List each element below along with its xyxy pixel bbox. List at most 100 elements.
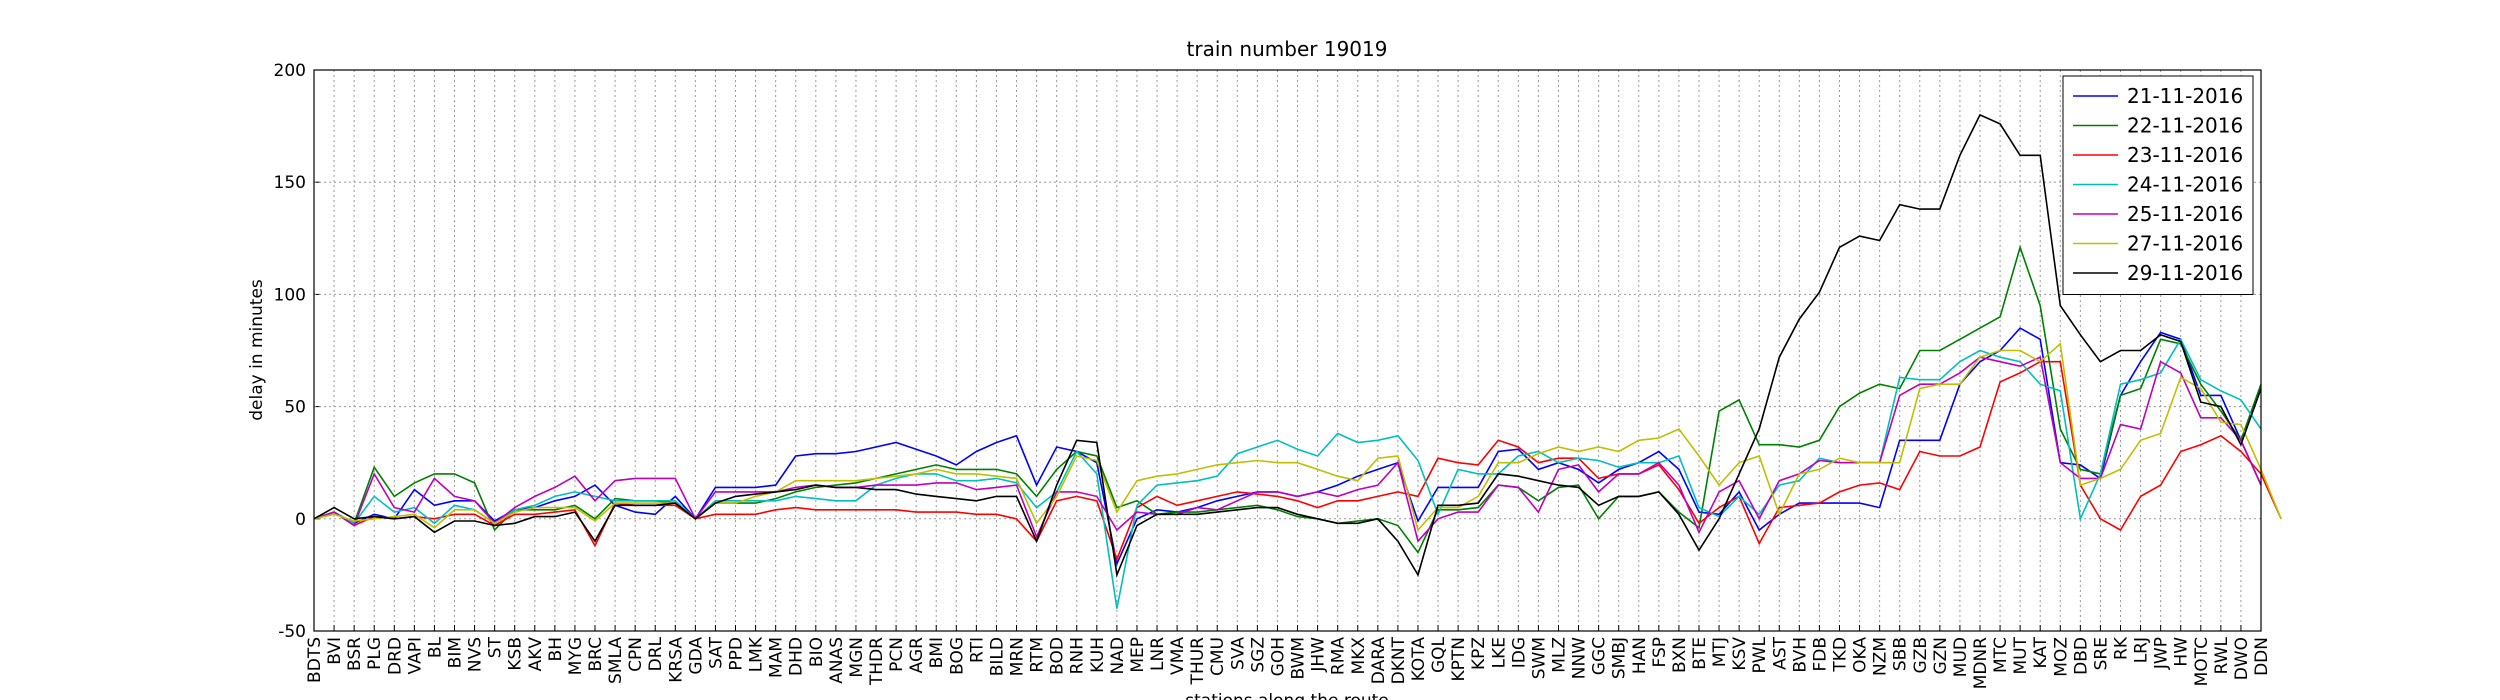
x-tick-label: NVS bbox=[466, 637, 486, 672]
x-tick-label: VMA bbox=[1168, 637, 1188, 675]
x-tick-label: MEP bbox=[1128, 637, 1148, 673]
x-tick-label: MGN bbox=[847, 637, 867, 678]
x-tick-label: ST bbox=[486, 636, 506, 658]
x-tick-label: KAT bbox=[2031, 636, 2051, 668]
x-tick-label: DKNT bbox=[1389, 636, 1409, 684]
x-tick-label: KSV bbox=[1730, 637, 1750, 671]
x-tick-label: SMLA bbox=[606, 637, 626, 684]
x-tick-label: MOTC bbox=[2192, 637, 2212, 686]
x-tick-label: SGZ bbox=[1248, 637, 1268, 673]
x-tick-label: PWL bbox=[1750, 636, 1770, 673]
x-tick-label: MYG bbox=[566, 637, 586, 675]
y-tick-label: 200 bbox=[274, 61, 306, 81]
x-tick-label: RNH bbox=[1068, 637, 1088, 674]
x-tick-label: HAN bbox=[1630, 637, 1650, 674]
x-tick-label: GZB bbox=[1911, 637, 1931, 673]
x-tick-label: KRSA bbox=[666, 637, 686, 683]
x-tick-label: NAD bbox=[1108, 637, 1128, 674]
x-tick-label: OKA bbox=[1851, 637, 1871, 673]
x-tick-label: MLZ bbox=[1549, 637, 1569, 673]
x-tick-label: BVH bbox=[1790, 637, 1810, 673]
x-tick-label: BWM bbox=[1289, 637, 1309, 680]
x-tick-label: KOTA bbox=[1409, 637, 1429, 682]
x-tick-label: ANAS bbox=[827, 637, 847, 684]
legend-label: 22-11-2016 bbox=[2127, 114, 2243, 138]
x-tick-label: MAM bbox=[767, 637, 787, 678]
y-tick-label: 100 bbox=[274, 285, 306, 305]
x-tick-label: MDNR bbox=[1971, 637, 1991, 689]
x-tick-label: VAPI bbox=[405, 637, 425, 674]
x-tick-label: BOG bbox=[947, 637, 967, 675]
y-tick-label: 150 bbox=[274, 173, 306, 193]
x-tick-label: AST bbox=[1770, 636, 1790, 669]
x-tick-label: SRE bbox=[2091, 637, 2111, 670]
x-tick-label: KPTN bbox=[1449, 637, 1469, 682]
y-tick-label: -50 bbox=[278, 622, 306, 642]
x-tick-label: THDR bbox=[867, 637, 887, 686]
x-tick-label: HW bbox=[2172, 637, 2192, 667]
series-line bbox=[313, 244, 2262, 555]
x-tick-label: RTM bbox=[1028, 637, 1048, 673]
series-line bbox=[313, 337, 2262, 609]
x-tick-label: GGC bbox=[1590, 637, 1610, 675]
x-tick-label: MTC bbox=[1991, 637, 2011, 673]
x-tick-label: MTJ bbox=[1710, 637, 1730, 667]
series-line bbox=[313, 342, 2282, 532]
chart-title: train number 19019 bbox=[1187, 37, 1388, 61]
x-tick-label: CPN bbox=[626, 637, 646, 672]
x-tick-label: BSR bbox=[345, 637, 365, 671]
x-tick-label: BOD bbox=[1048, 637, 1068, 675]
x-tick-label: SWM bbox=[1529, 637, 1549, 679]
x-tick-label: BH bbox=[546, 637, 566, 661]
x-axis-label: stations along the route bbox=[1185, 691, 1389, 700]
x-tick-label: LKE bbox=[1489, 637, 1509, 668]
x-tick-label: BTE bbox=[1690, 637, 1710, 670]
x-tick-label: GDA bbox=[686, 637, 706, 675]
legend-label: 21-11-2016 bbox=[2127, 84, 2243, 108]
x-tick-label: BRC bbox=[586, 637, 606, 672]
x-tick-label: DWO bbox=[2232, 637, 2252, 680]
y-tick-label: 0 bbox=[295, 510, 306, 530]
x-tick-label: LMK bbox=[747, 636, 767, 672]
x-tick-label: SMBJ bbox=[1610, 637, 1630, 679]
x-tick-label: BIM bbox=[446, 637, 466, 668]
x-tick-label: MRN bbox=[1008, 637, 1028, 676]
legend-label: 27-11-2016 bbox=[2127, 232, 2243, 256]
x-tick-label: PLG bbox=[365, 637, 385, 670]
x-tick-label: AGR bbox=[907, 637, 927, 674]
x-tick-label: FDB bbox=[1810, 637, 1830, 672]
x-tick-label: RWL bbox=[2212, 636, 2232, 674]
x-tick-label: MKX bbox=[1349, 637, 1369, 675]
x-tick-label: DARA bbox=[1369, 637, 1389, 685]
y-tick-label: 50 bbox=[284, 398, 306, 418]
plot-frame bbox=[313, 69, 2262, 632]
x-tick-label: LNR bbox=[1148, 637, 1168, 671]
x-tick-label: KSB bbox=[506, 637, 526, 671]
x-tick-label: PCN bbox=[887, 637, 907, 672]
x-tick-label: DHD bbox=[787, 637, 807, 676]
x-tick-label: BXN bbox=[1670, 637, 1690, 673]
x-tick-label: GZN bbox=[1931, 637, 1951, 675]
x-tick-label: KPZ bbox=[1469, 637, 1489, 670]
x-tick-label: RK bbox=[2111, 636, 2131, 660]
legend-label: 23-11-2016 bbox=[2127, 143, 2243, 167]
series-line bbox=[313, 113, 2262, 578]
x-tick-label: MUT bbox=[2011, 636, 2031, 674]
x-tick-label: FSP bbox=[1650, 637, 1670, 668]
legend-label: 29-11-2016 bbox=[2127, 261, 2243, 285]
x-tick-label: DDN bbox=[2252, 637, 2272, 676]
x-tick-label: BL bbox=[425, 636, 445, 658]
legend-label: 24-11-2016 bbox=[2127, 173, 2243, 197]
x-tick-label: AKV bbox=[526, 637, 546, 672]
x-tick-label: GQL bbox=[1429, 636, 1449, 673]
x-tick-label: BMI bbox=[927, 637, 947, 668]
x-tick-label: CMU bbox=[1208, 637, 1228, 676]
x-tick-label: KUH bbox=[1088, 637, 1108, 673]
x-tick-label: BVI bbox=[325, 637, 345, 665]
legend-label: 25-11-2016 bbox=[2127, 202, 2243, 226]
y-axis-label: delay in minutes bbox=[247, 279, 267, 421]
x-tick-label: RMA bbox=[1329, 637, 1349, 675]
x-tick-label: DRL bbox=[646, 636, 666, 671]
x-tick-label: BILD bbox=[987, 637, 1007, 676]
